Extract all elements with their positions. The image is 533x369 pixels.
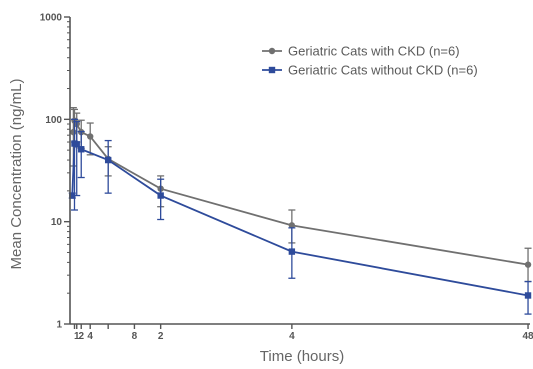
data-point [78, 146, 85, 153]
legend: Geriatric Cats with CKD (n=6) Geriatric C… [262, 44, 478, 78]
x-tick-label: 48 [522, 331, 533, 342]
data-point [104, 156, 112, 164]
legend-label: Geriatric Cats with CKD (n=6) [288, 44, 460, 59]
data-point [157, 192, 164, 199]
data-point [288, 222, 296, 229]
x-axis-title: Time (hours) [260, 348, 344, 365]
data-point [87, 133, 94, 140]
legend-label: Geriatric Cats without CKD (n=6) [288, 63, 478, 78]
x-tick-label: 8 [132, 331, 138, 342]
series-line [71, 142, 529, 297]
data-point [69, 192, 76, 199]
x-tick-label: 4 [289, 331, 295, 342]
x-tick-label: 1 [74, 331, 80, 342]
x-tick-label: 2 [158, 331, 164, 342]
series-1 [69, 107, 532, 283]
series-2 [68, 118, 532, 315]
data-point [70, 128, 77, 136]
legend-marker [268, 66, 276, 74]
y-tick-label: 100 [45, 115, 62, 126]
data-point [73, 141, 80, 148]
y-tick-label: 1000 [40, 13, 63, 24]
x-axis-ticks: 12 4 8 2 4 48 [73, 324, 533, 342]
data-point [288, 248, 296, 255]
y-axis-ticks: 1 10 100 1000 [40, 13, 70, 331]
legend-marker [268, 47, 276, 55]
series-layer [68, 107, 532, 315]
y-tick-label: 1 [56, 320, 62, 331]
series-line [72, 118, 529, 266]
y-axis-title: Mean Concentration (ng/mL) [8, 79, 25, 270]
data-point [524, 292, 532, 299]
y-tick-label: 10 [51, 217, 63, 228]
data-point [524, 261, 532, 268]
x-tick-label: 2 [78, 331, 84, 342]
x-tick-label: 4 [87, 331, 93, 342]
